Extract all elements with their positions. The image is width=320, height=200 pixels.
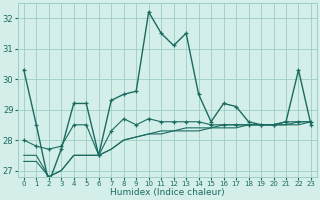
X-axis label: Humidex (Indice chaleur): Humidex (Indice chaleur): [110, 188, 225, 197]
